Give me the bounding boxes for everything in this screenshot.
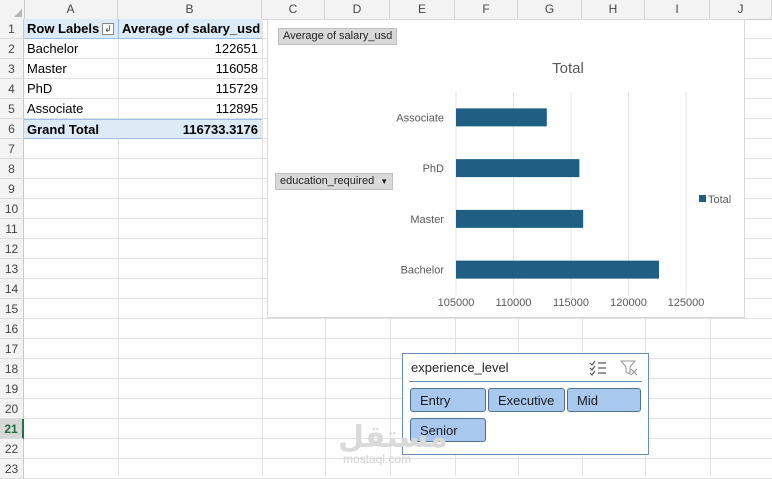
- chart-legend-label: Total: [708, 194, 731, 206]
- pivot-row-label: Master: [27, 61, 67, 76]
- row-header-18[interactable]: 18: [0, 359, 24, 379]
- row-header-23[interactable]: 23: [0, 459, 24, 479]
- chart-category-label: Master: [410, 214, 444, 226]
- row-header-16[interactable]: 16: [0, 319, 24, 339]
- row-header-13[interactable]: 13: [0, 259, 24, 279]
- slicer-item-entry[interactable]: Entry: [410, 388, 486, 412]
- chart-title: Total: [552, 60, 584, 77]
- gridline-horizontal: [24, 358, 772, 359]
- gridline-horizontal: [24, 338, 772, 339]
- gridline-horizontal: [24, 318, 772, 319]
- pivot-row-label: Bachelor: [27, 41, 79, 56]
- row-header-11[interactable]: 11: [0, 219, 24, 239]
- row-labels-filter-dropdown[interactable]: ↲: [102, 23, 114, 35]
- row-header-10[interactable]: 10: [0, 199, 24, 219]
- chart-tick-label: 110000: [496, 297, 532, 309]
- pivot-row-value: 115729: [215, 81, 258, 96]
- row-header-9[interactable]: 9: [0, 179, 24, 199]
- pivot-header-row-labels: Row Labels: [24, 19, 118, 39]
- axis-field-label: education_required: [280, 175, 375, 187]
- pivot-row-value: 112895: [215, 101, 258, 116]
- value-field-button[interactable]: Average of salary_usd: [278, 28, 398, 45]
- row-header-12[interactable]: 12: [0, 239, 24, 259]
- row-header-1[interactable]: 1: [0, 19, 24, 39]
- row-header-15[interactable]: 15: [0, 299, 24, 319]
- row-header-2[interactable]: 2: [0, 39, 24, 59]
- row-header-14[interactable]: 14: [0, 279, 24, 299]
- column-header-e[interactable]: E: [390, 0, 455, 19]
- clear-filter-icon[interactable]: [620, 360, 638, 376]
- pivot-header-value: Average of salary_usd: [118, 19, 262, 39]
- chart-legend-swatch: [699, 195, 706, 202]
- gridline-vertical: [262, 19, 263, 476]
- gridline-horizontal: [24, 458, 772, 459]
- chart-category-label: PhD: [423, 163, 444, 175]
- gridline-horizontal: [24, 398, 772, 399]
- chart-bar: [456, 209, 584, 228]
- row-header-4[interactable]: 4: [0, 79, 24, 99]
- gridline-vertical: [118, 19, 119, 476]
- slicer-separator: [409, 381, 642, 382]
- column-header-i[interactable]: I: [645, 0, 710, 19]
- chart-category-label: Associate: [396, 112, 444, 124]
- chart-tick-label: 120000: [610, 297, 647, 309]
- pivot-chart[interactable]: Total Associate PhD Master Bachelor 105000 110…: [267, 19, 745, 318]
- pivot-grand-total-value: 116733.3176: [118, 119, 262, 139]
- row-header-21[interactable]: 21: [0, 419, 24, 439]
- chart-bar: [456, 159, 580, 178]
- gridline-horizontal: [24, 438, 772, 439]
- row-header-8[interactable]: 8: [0, 159, 24, 179]
- row-header-20[interactable]: 20: [0, 399, 24, 419]
- multi-select-icon[interactable]: [589, 360, 607, 376]
- pivot-row-value: 122651: [214, 41, 258, 56]
- chart-bar: [456, 260, 659, 279]
- column-header-d[interactable]: D: [325, 0, 390, 19]
- chart-category-label: Bachelor: [401, 265, 445, 277]
- row-header-5[interactable]: 5: [0, 99, 24, 119]
- column-header-g[interactable]: G: [518, 0, 582, 19]
- column-header-h[interactable]: H: [582, 0, 645, 19]
- row-header-22[interactable]: 22: [0, 439, 24, 459]
- slicer-item-senior[interactable]: Senior: [410, 418, 486, 442]
- column-header-a[interactable]: A: [24, 0, 118, 19]
- pivot-row-value: 116058: [215, 61, 258, 76]
- row-header-17[interactable]: 17: [0, 339, 24, 359]
- column-header-f[interactable]: F: [455, 0, 518, 19]
- pivot-row-label: PhD: [27, 81, 53, 96]
- chart-tick-label: 115000: [553, 297, 589, 309]
- gridline-horizontal: [24, 418, 772, 419]
- slicer-item-mid[interactable]: Mid: [567, 388, 641, 412]
- row-header-6[interactable]: 6: [0, 119, 24, 139]
- chart-bar: [456, 108, 547, 127]
- slicer-item-executive[interactable]: Executive: [488, 388, 565, 412]
- column-header-b[interactable]: B: [118, 0, 262, 19]
- chevron-down-icon: ▼: [380, 177, 389, 186]
- column-header-c[interactable]: C: [262, 0, 325, 19]
- axis-field-button[interactable]: education_required ▼: [275, 173, 394, 190]
- experience-level-slicer[interactable]: experience_level Entry Executive Mid Sen…: [402, 353, 649, 455]
- chart-tick-label: 105000: [438, 297, 475, 309]
- slicer-title: experience_level: [411, 360, 509, 375]
- gridline-horizontal: [24, 378, 772, 379]
- row-header-19[interactable]: 19: [0, 379, 24, 399]
- watermark-logo: مستقل: [338, 420, 448, 455]
- row-header-7[interactable]: 7: [0, 139, 24, 159]
- chart-tick-label: 125000: [668, 297, 705, 309]
- column-header-j[interactable]: J: [710, 0, 772, 19]
- chart-canvas: Total Associate PhD Master Bachelor 105000 110…: [396, 60, 731, 309]
- select-all-corner[interactable]: [0, 0, 25, 19]
- pivot-grand-total-label: Grand Total: [24, 119, 118, 139]
- watermark-text: mostaql.com: [343, 452, 412, 466]
- pivot-row-label: Associate: [27, 101, 84, 116]
- row-header-3[interactable]: 3: [0, 59, 24, 79]
